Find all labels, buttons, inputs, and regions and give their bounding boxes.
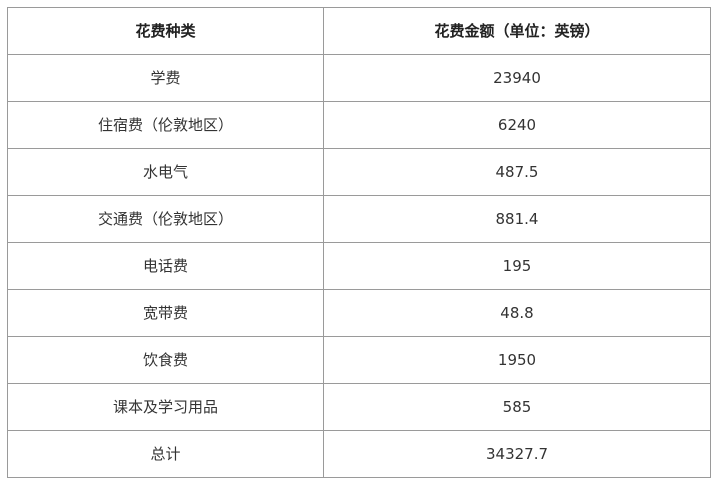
cell-amount: 585 — [323, 383, 711, 431]
cell-category: 总计 — [7, 430, 324, 478]
cell-amount: 6240 — [323, 101, 711, 149]
cell-category: 饮食费 — [7, 336, 324, 384]
header-row: 花费种类 花费金额（单位：英镑） — [7, 7, 711, 55]
table-row: 交通费（伦敦地区） 881.4 — [7, 195, 711, 243]
cell-category: 水电气 — [7, 148, 324, 196]
expense-table: 花费种类 花费金额（单位：英镑） 学费 23940 住宿费（伦敦地区） 6240… — [7, 7, 711, 478]
cell-amount: 487.5 — [323, 148, 711, 196]
cell-category: 宽带费 — [7, 289, 324, 337]
cell-amount: 48.8 — [323, 289, 711, 337]
table-row: 住宿费（伦敦地区） 6240 — [7, 101, 711, 149]
table-row: 电话费 195 — [7, 242, 711, 290]
table-row: 学费 23940 — [7, 54, 711, 102]
cell-category: 交通费（伦敦地区） — [7, 195, 324, 243]
header-amount: 花费金额（单位：英镑） — [323, 7, 711, 55]
table-row: 宽带费 48.8 — [7, 289, 711, 337]
table-row: 水电气 487.5 — [7, 148, 711, 196]
cell-category: 学费 — [7, 54, 324, 102]
cell-amount: 1950 — [323, 336, 711, 384]
table-row: 饮食费 1950 — [7, 336, 711, 384]
cell-amount: 881.4 — [323, 195, 711, 243]
total-row: 总计 34327.7 — [7, 430, 711, 478]
table-row: 课本及学习用品 585 — [7, 383, 711, 431]
header-category: 花费种类 — [7, 7, 324, 55]
cell-amount: 23940 — [323, 54, 711, 102]
table-body: 学费 23940 住宿费（伦敦地区） 6240 水电气 487.5 交通费（伦敦… — [7, 54, 711, 478]
cell-category: 课本及学习用品 — [7, 383, 324, 431]
cell-amount: 195 — [323, 242, 711, 290]
table-header: 花费种类 花费金额（单位：英镑） — [7, 7, 711, 55]
cell-category: 电话费 — [7, 242, 324, 290]
cell-amount: 34327.7 — [323, 430, 711, 478]
cell-category: 住宿费（伦敦地区） — [7, 101, 324, 149]
